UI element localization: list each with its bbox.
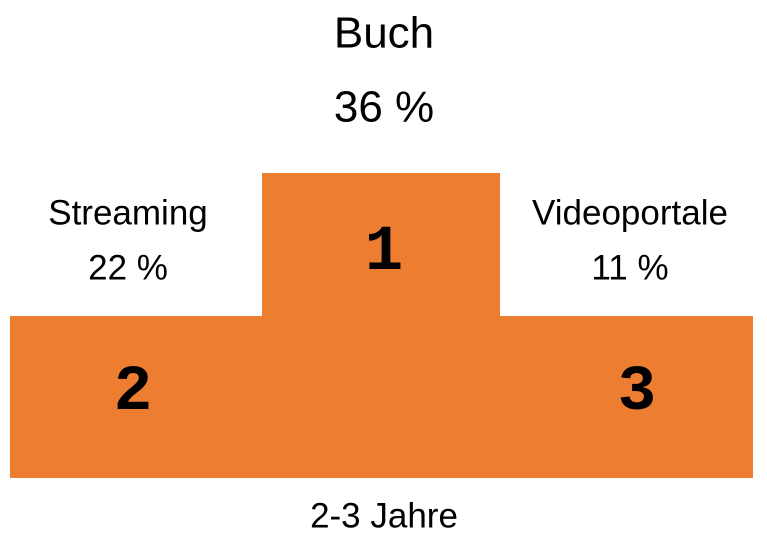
podium-base (10, 316, 753, 478)
first-rank: 1 (365, 217, 403, 289)
footer-label: 2-3 Jahre (310, 496, 458, 535)
third-rank: 3 (618, 357, 656, 429)
third-share: 11 % (591, 248, 668, 287)
first-share: 36 % (334, 83, 434, 132)
second-share: 22 % (88, 248, 168, 287)
third-name: Videoportale (532, 193, 728, 232)
second-rank: 2 (114, 357, 152, 429)
second-name: Streaming (48, 193, 208, 232)
first-name: Buch (334, 9, 434, 58)
podium-first (262, 173, 500, 318)
